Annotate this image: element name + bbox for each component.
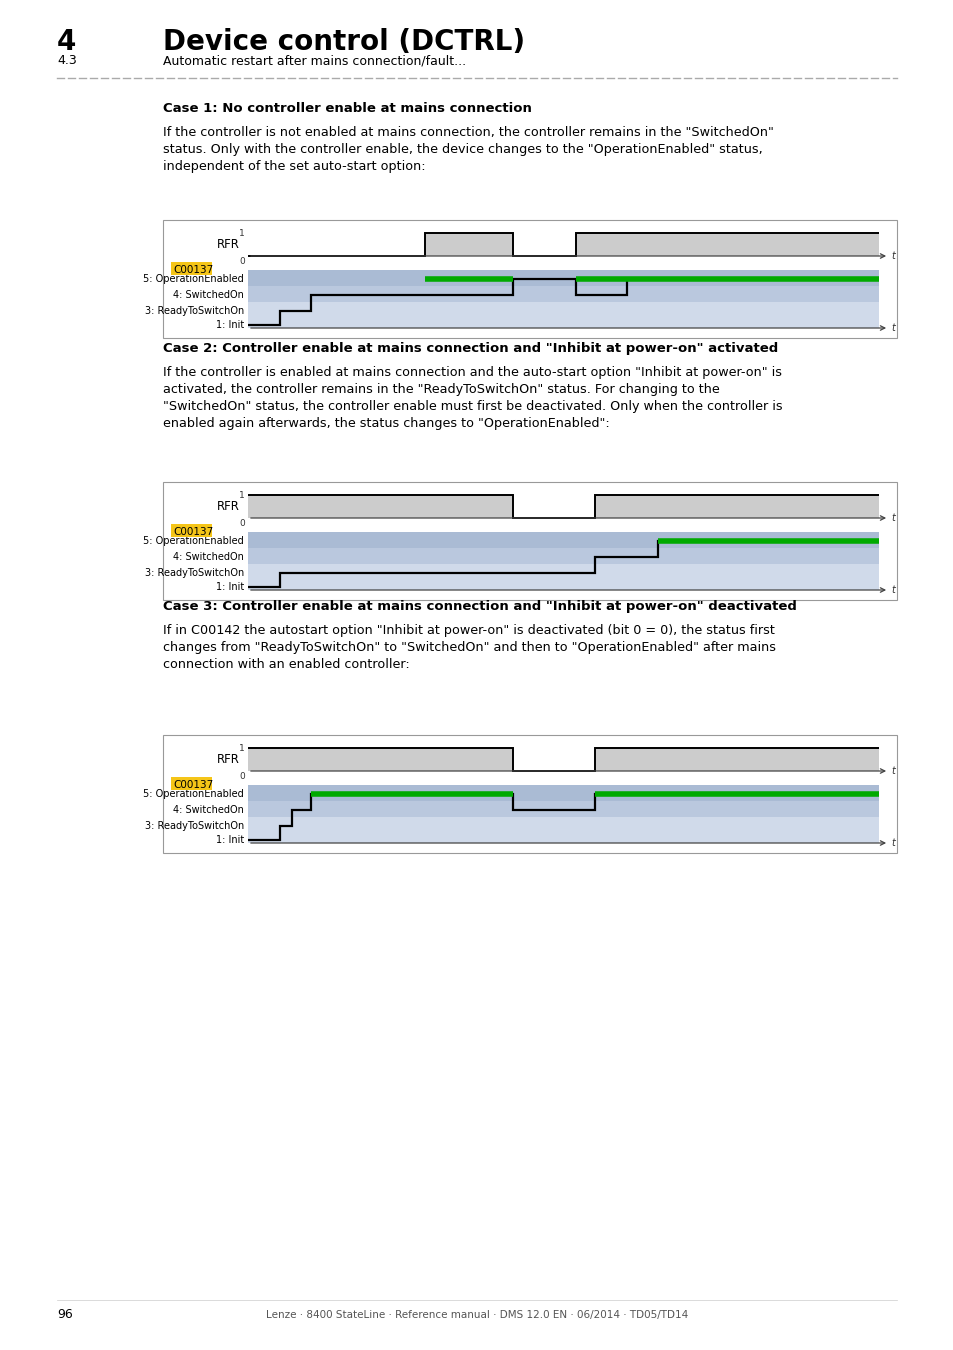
Bar: [424, 234, 513, 256]
Text: 1: Init: 1: Init: [215, 582, 244, 591]
Bar: [171, 262, 212, 275]
Text: C00137: C00137: [172, 780, 213, 790]
Bar: [248, 302, 878, 328]
Bar: [248, 532, 878, 548]
Text: enabled again afterwards, the status changes to "OperationEnabled":: enabled again afterwards, the status cha…: [163, 417, 609, 431]
Bar: [163, 220, 896, 338]
Text: independent of the set auto-start option:: independent of the set auto-start option…: [163, 161, 425, 173]
Text: 1: Init: 1: Init: [215, 834, 244, 845]
Bar: [248, 495, 513, 518]
Text: 4: 4: [57, 28, 76, 55]
Text: If the controller is not enabled at mains connection, the controller remains in : If the controller is not enabled at main…: [163, 126, 773, 139]
Text: t: t: [890, 251, 894, 261]
Text: 5: OperationEnabled: 5: OperationEnabled: [143, 274, 244, 285]
Text: Case 3: Controller enable at mains connection and "Inhibit at power-on" deactiva: Case 3: Controller enable at mains conne…: [163, 599, 796, 613]
Bar: [171, 524, 212, 537]
Bar: [171, 778, 212, 790]
Text: 3: ReadyToSwitchOn: 3: ReadyToSwitchOn: [145, 305, 244, 316]
Text: Case 2: Controller enable at mains connection and "Inhibit at power-on" activate: Case 2: Controller enable at mains conne…: [163, 342, 778, 355]
Bar: [248, 784, 878, 802]
Bar: [248, 818, 878, 842]
Bar: [163, 482, 896, 599]
Text: 1: Init: 1: Init: [215, 320, 244, 329]
Text: C00137: C00137: [172, 265, 213, 275]
Text: 3: ReadyToSwitchOn: 3: ReadyToSwitchOn: [145, 821, 244, 830]
Text: Automatic restart after mains connection/fault...: Automatic restart after mains connection…: [163, 54, 466, 68]
Text: If in C00142 the autostart option "Inhibit at power-on" is deactivated (bit 0 = : If in C00142 the autostart option "Inhib…: [163, 624, 774, 637]
Text: If the controller is enabled at mains connection and the auto-start option "Inhi: If the controller is enabled at mains co…: [163, 366, 781, 379]
Bar: [595, 748, 878, 771]
Text: 0: 0: [239, 518, 245, 528]
Text: connection with an enabled controller:: connection with an enabled controller:: [163, 657, 410, 671]
Text: status. Only with the controller enable, the device changes to the "OperationEna: status. Only with the controller enable,…: [163, 143, 762, 157]
Text: "SwitchedOn" status, the controller enable must first be deactivated. Only when : "SwitchedOn" status, the controller enab…: [163, 400, 781, 413]
Text: 3: ReadyToSwitchOn: 3: ReadyToSwitchOn: [145, 567, 244, 578]
Bar: [248, 286, 878, 302]
Text: 4: SwitchedOn: 4: SwitchedOn: [172, 805, 244, 815]
Text: 1: 1: [239, 228, 245, 238]
Text: 0: 0: [239, 256, 245, 266]
Text: 4: SwitchedOn: 4: SwitchedOn: [172, 552, 244, 562]
Text: t: t: [890, 765, 894, 776]
Bar: [595, 495, 878, 518]
Bar: [163, 734, 896, 853]
Bar: [248, 270, 878, 286]
Bar: [248, 802, 878, 818]
Text: activated, the controller remains in the "ReadyToSwitchOn" status. For changing : activated, the controller remains in the…: [163, 383, 719, 396]
Text: C00137: C00137: [172, 526, 213, 537]
Text: t: t: [890, 585, 894, 595]
Text: t: t: [890, 838, 894, 848]
Text: 5: OperationEnabled: 5: OperationEnabled: [143, 536, 244, 547]
Text: 1: 1: [239, 744, 245, 753]
Text: 4: SwitchedOn: 4: SwitchedOn: [172, 290, 244, 300]
Text: 1: 1: [239, 491, 245, 500]
Text: RFR: RFR: [217, 238, 240, 251]
Text: 5: OperationEnabled: 5: OperationEnabled: [143, 790, 244, 799]
Text: t: t: [890, 323, 894, 333]
Text: changes from "ReadyToSwitchOn" to "SwitchedOn" and then to "OperationEnabled" af: changes from "ReadyToSwitchOn" to "Switc…: [163, 641, 775, 653]
Text: Device control (DCTRL): Device control (DCTRL): [163, 28, 524, 55]
Text: 0: 0: [239, 772, 245, 782]
Bar: [248, 564, 878, 590]
Text: Case 1: No controller enable at mains connection: Case 1: No controller enable at mains co…: [163, 103, 532, 115]
Text: Lenze · 8400 StateLine · Reference manual · DMS 12.0 EN · 06/2014 · TD05/TD14: Lenze · 8400 StateLine · Reference manua…: [266, 1310, 687, 1320]
Bar: [576, 234, 878, 256]
Text: 4.3: 4.3: [57, 54, 76, 68]
Bar: [248, 748, 513, 771]
Text: t: t: [890, 513, 894, 522]
Bar: [248, 548, 878, 564]
Text: 96: 96: [57, 1308, 72, 1322]
Text: RFR: RFR: [217, 753, 240, 767]
Text: RFR: RFR: [217, 500, 240, 513]
